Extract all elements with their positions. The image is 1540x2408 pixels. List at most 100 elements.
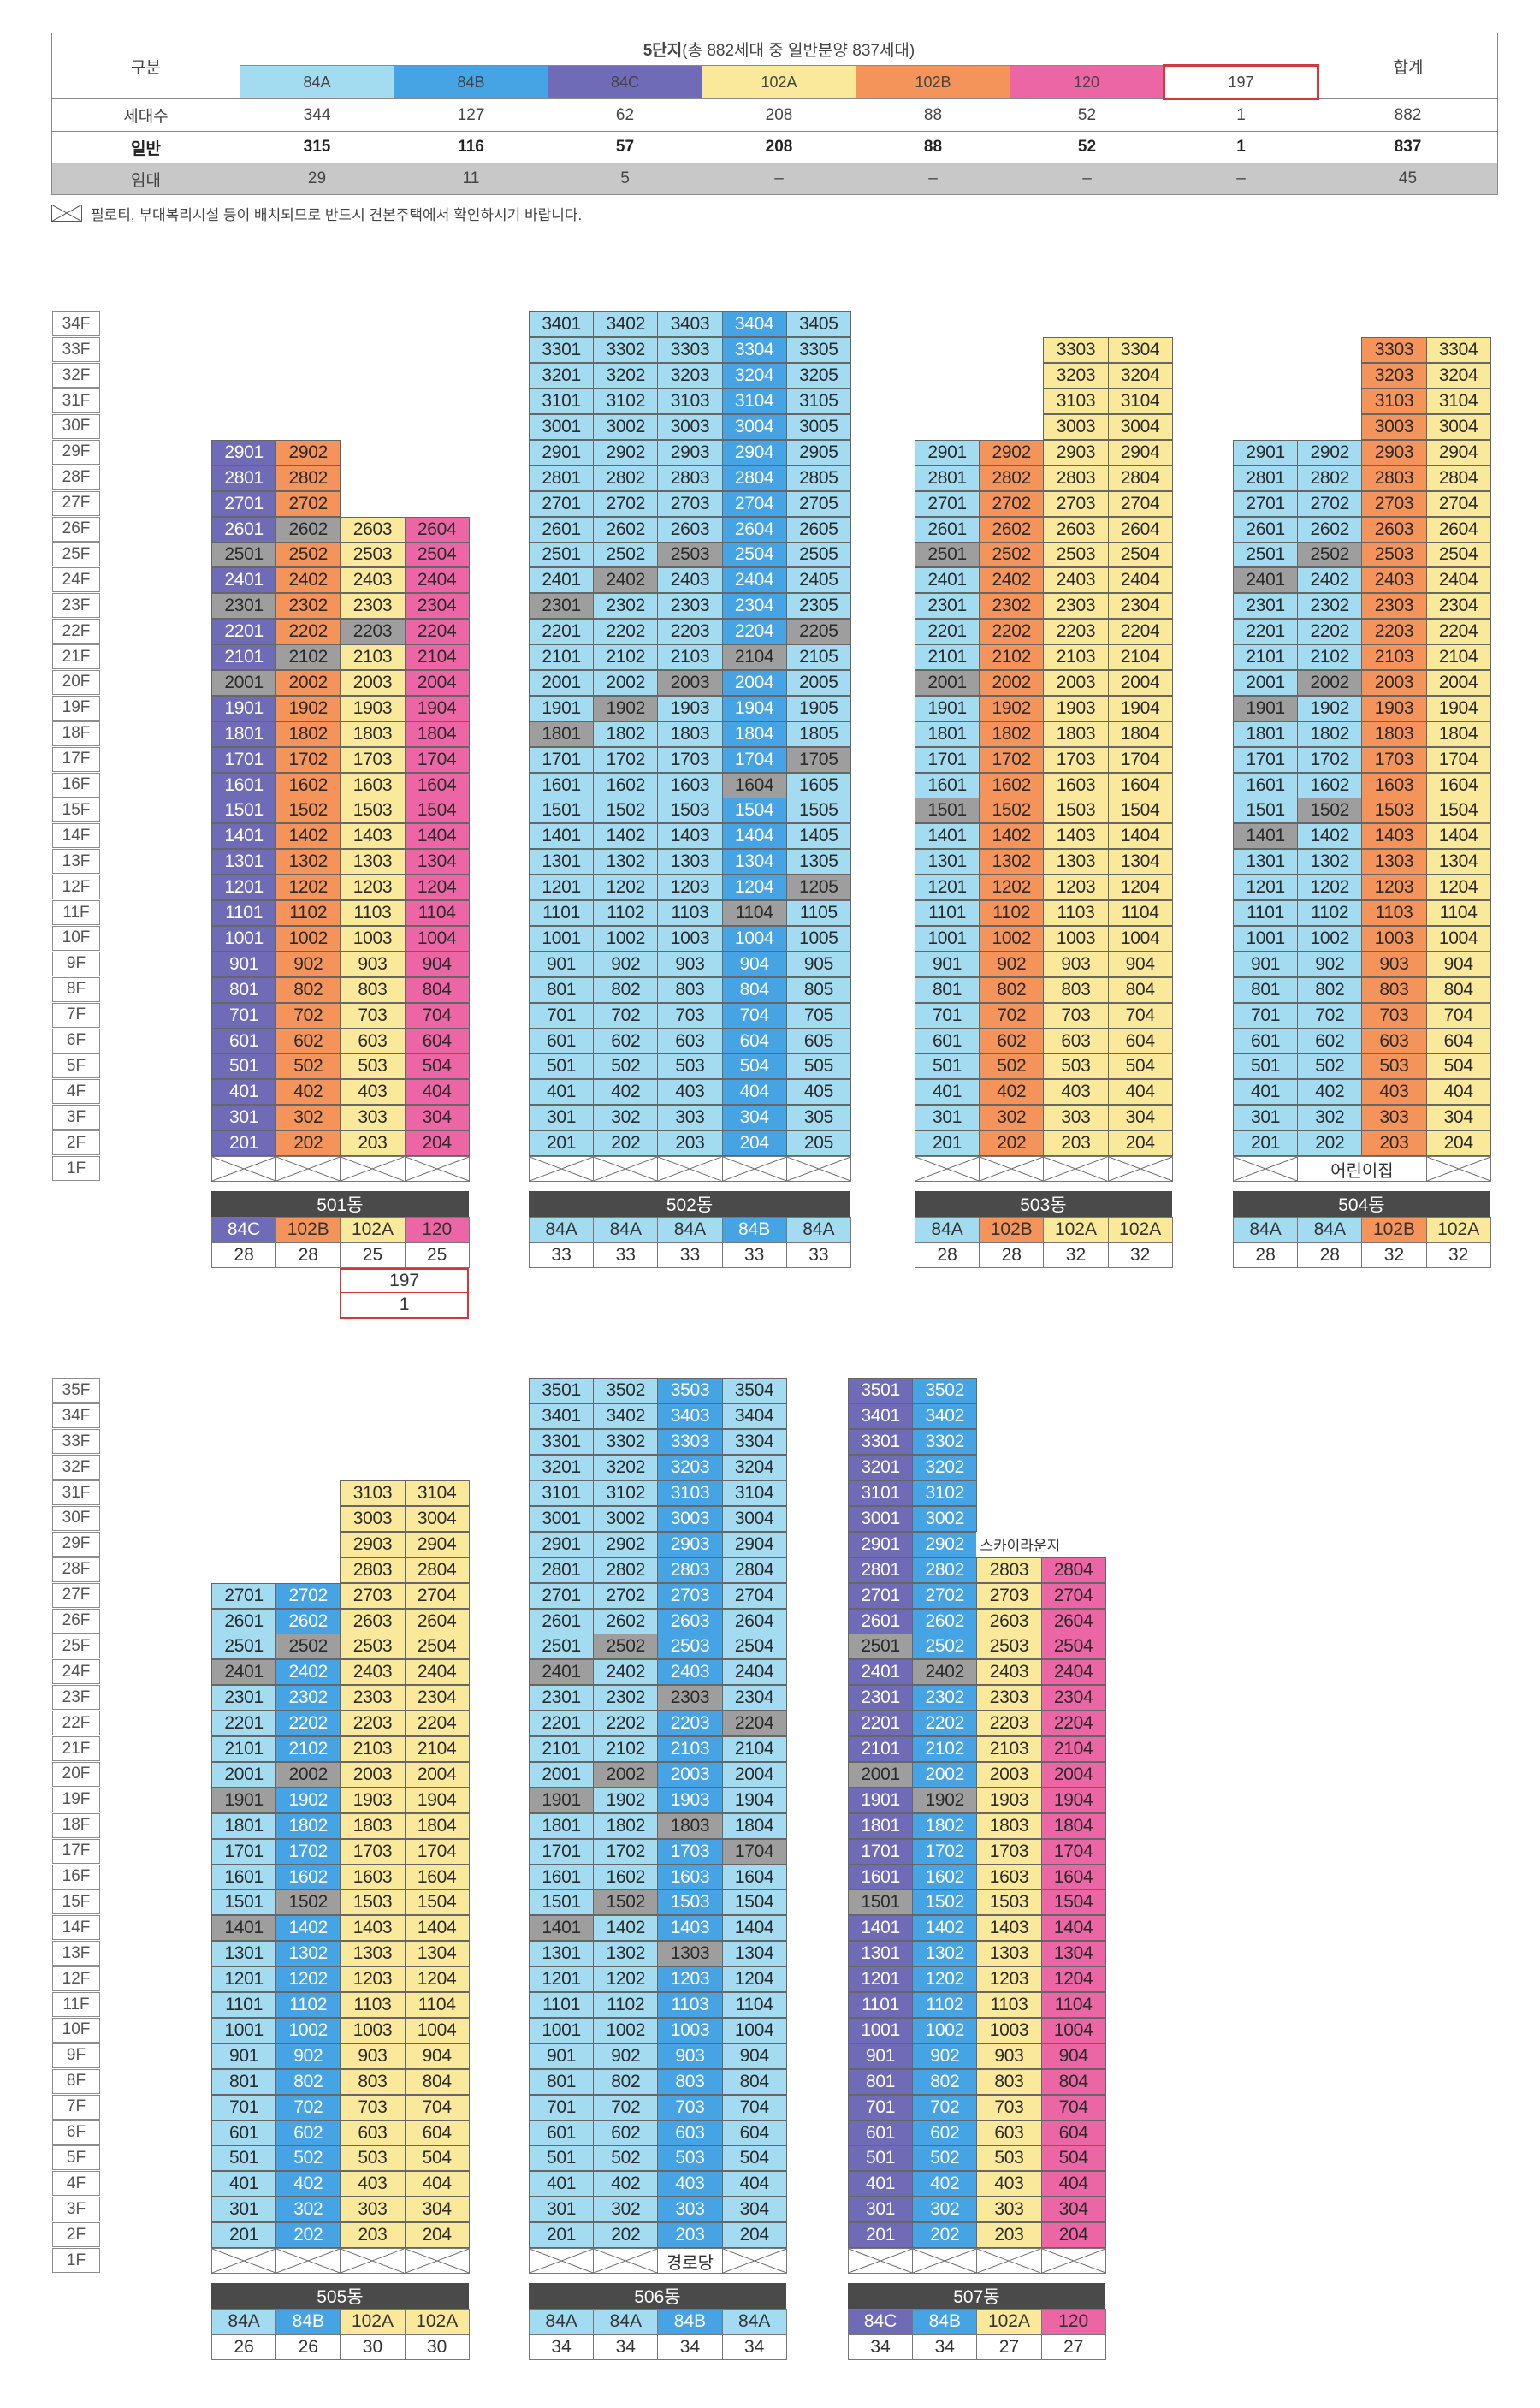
unit-cell: 2603 <box>1361 516 1427 543</box>
unit-cell: 1704 <box>721 1838 787 1865</box>
building-type-count: 32 <box>1425 1243 1491 1268</box>
unit-cell: 702 <box>1297 1002 1363 1029</box>
unit-cell: 701 <box>529 1002 595 1029</box>
unit-cell: 2503 <box>657 542 723 568</box>
unit-cell: 204 <box>721 1130 787 1157</box>
unit-cell: 2102 <box>912 1736 978 1762</box>
unit-cell: 2503 <box>1361 542 1427 568</box>
unit-cell: 904 <box>1107 951 1173 977</box>
floor-label: 26F <box>52 1608 100 1634</box>
unit-cell: 803 <box>340 976 406 1003</box>
unit-cell: 203 <box>976 2222 1042 2249</box>
floor-label: 6F <box>52 2120 100 2145</box>
unit-cell: 2401 <box>529 1659 595 1686</box>
unit-cell: 1001 <box>848 2017 914 2043</box>
unit-cell: 2404 <box>1107 567 1173 594</box>
unit-cell: 1202 <box>275 875 341 901</box>
unit-cell: 1704 <box>1107 746 1173 773</box>
unit-cell: 1503 <box>657 798 723 824</box>
unit-cell: 802 <box>275 2068 341 2095</box>
unit-cell: 1004 <box>1107 925 1173 952</box>
unit-cell: 303 <box>657 2197 723 2223</box>
unit-cell: 1604 <box>1107 772 1173 798</box>
building-type-count: 25 <box>340 1243 406 1268</box>
unit-cell: 1002 <box>1297 925 1363 952</box>
unit-cell: 2602 <box>912 1608 978 1634</box>
unit-cell: 2701 <box>529 1582 595 1609</box>
unit-cell: 3202 <box>593 1455 659 1481</box>
unit-cell: 2603 <box>340 516 406 543</box>
unit-cell: 1502 <box>275 1889 341 1916</box>
unit-cell: 1303 <box>1361 849 1427 875</box>
unit-cell: 2401 <box>1233 567 1299 594</box>
unit-cell: 905 <box>785 951 851 977</box>
unit-cell: 1402 <box>275 823 341 850</box>
row-value: 1 <box>1164 98 1318 132</box>
unit-cell: 1304 <box>721 1941 787 1967</box>
unit-cell: 1104 <box>1107 900 1173 926</box>
unit-cell: 2204 <box>721 619 787 645</box>
unit-cell: 1404 <box>721 823 787 850</box>
unit-cell: 304 <box>404 1105 470 1131</box>
unit-cell: 1901 <box>211 1787 277 1813</box>
unit-cell: 401 <box>529 1079 595 1106</box>
unit-cell: 1803 <box>657 1812 723 1839</box>
unit-cell: 802 <box>1297 976 1363 1003</box>
unit-cell: 2502 <box>593 542 659 568</box>
unit-cell: 2801 <box>529 1557 595 1583</box>
unit-cell: 1804 <box>1425 721 1491 747</box>
unit-cell: 3202 <box>593 363 659 389</box>
floor-label: 28F <box>52 1557 100 1582</box>
unit-cell: 802 <box>979 976 1045 1003</box>
unit-cell: 1404 <box>1425 823 1491 850</box>
unit-cell: 1401 <box>1233 823 1299 850</box>
unit-cell: 201 <box>1233 1130 1299 1157</box>
unit-cell: 3001 <box>848 1505 914 1532</box>
unit-cell: 2402 <box>275 567 341 594</box>
unit-cell: 1601 <box>211 772 277 798</box>
unit-cell: 1803 <box>657 721 723 747</box>
unit-cell: 1702 <box>593 746 659 773</box>
unit-cell: 1701 <box>211 746 277 773</box>
unit-cell: 1901 <box>211 695 277 721</box>
unit-cell: 2003 <box>340 669 406 696</box>
building-type: 102A <box>1043 1217 1109 1243</box>
unit-cell: 1704 <box>404 1838 470 1865</box>
unit-cell: 904 <box>404 951 470 977</box>
unit-cell: 2103 <box>1361 644 1427 670</box>
unit-cell: 2104 <box>404 1736 470 1762</box>
complex-header: 5단지(총 882세대 중 일반분양 837세대) <box>240 33 1318 66</box>
building-name: 502동 <box>529 1191 850 1217</box>
summary-row-1: 일반 315 116 57 208 88 52 1 837 <box>51 131 1498 163</box>
unit-cell: 1904 <box>1107 695 1173 721</box>
unit-cell: 2705 <box>785 490 851 517</box>
unit-cell: 1001 <box>211 925 277 952</box>
unit-cell: 802 <box>275 976 341 1003</box>
unit-cell: 703 <box>657 1002 723 1029</box>
unit-cell: 1401 <box>529 823 595 850</box>
unit-cell: 903 <box>1043 951 1109 977</box>
unit-cell: 2602 <box>593 1608 659 1634</box>
unit-cell: 2403 <box>1043 567 1109 594</box>
unit-cell: 402 <box>275 2171 341 2197</box>
unit-cell: 1604 <box>721 1864 787 1890</box>
unit-cell: 503 <box>657 2145 723 2172</box>
unit-cell: 2404 <box>404 567 470 594</box>
unit-cell: 804 <box>404 976 470 1003</box>
unit-cell: 2501 <box>915 542 980 568</box>
unit-cell: 2202 <box>1297 619 1363 645</box>
unit-cell: 2502 <box>593 1634 659 1660</box>
building-type-count: 33 <box>721 1243 787 1268</box>
unit-cell: 2003 <box>976 1761 1042 1788</box>
unit-cell: 2801 <box>915 465 980 491</box>
floor-label: 32F <box>52 1455 100 1480</box>
unit-cell: 1901 <box>915 695 980 721</box>
unit-cell: 904 <box>404 2043 470 2069</box>
unit-cell: 1202 <box>275 1966 341 1993</box>
unit-cell: 3204 <box>1107 363 1173 389</box>
unit-cell: 3204 <box>721 363 787 389</box>
unit-cell: 2002 <box>593 1761 659 1788</box>
unit-cell: 1904 <box>721 695 787 721</box>
floor-label: 25F <box>52 542 100 567</box>
